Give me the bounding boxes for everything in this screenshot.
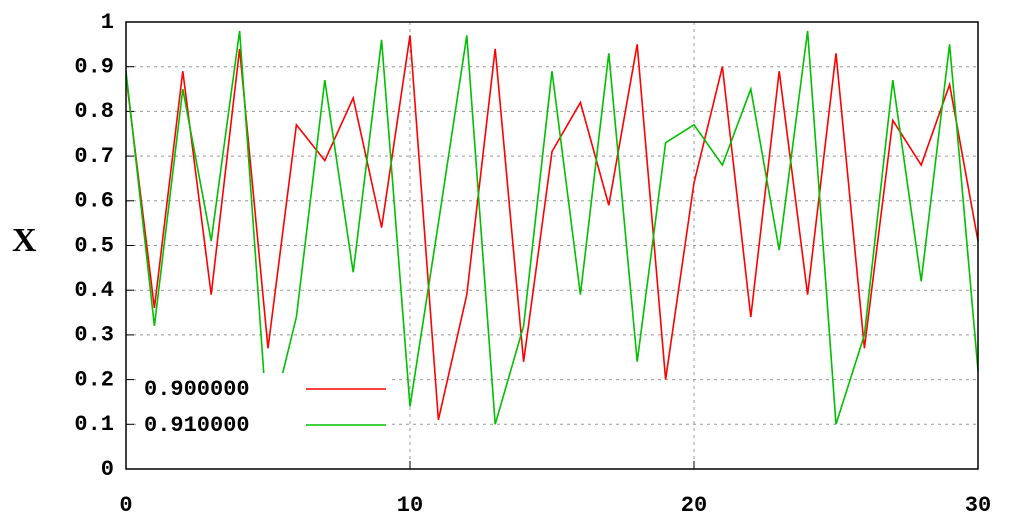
- y-tick-label: 0.3: [74, 323, 114, 348]
- plot-border: [125, 21, 979, 470]
- y-tick-label: 0.7: [74, 144, 114, 169]
- x-tick-label: 20: [681, 493, 707, 518]
- line-series: [125, 35, 979, 421]
- y-tick-label: 1: [101, 10, 114, 35]
- legend-label: 0.900000: [144, 377, 250, 402]
- legend-label: 0.910000: [144, 413, 250, 438]
- x-tick-label: 10: [397, 493, 423, 518]
- y-tick-label: 0.8: [74, 99, 114, 124]
- y-tick-label: 0.6: [74, 189, 114, 214]
- legend-box: [140, 373, 388, 445]
- y-tick-label: 0.4: [74, 278, 114, 303]
- y-tick-label: 0.2: [74, 367, 114, 392]
- y-tick-label: 0.1: [74, 412, 114, 437]
- x-tick-label: 30: [965, 493, 991, 518]
- y-tick-label: 0.9: [74, 55, 114, 80]
- x-tick-label: 0: [119, 493, 132, 518]
- y-axis-label: X: [12, 222, 37, 259]
- y-tick-label: 0.5: [74, 233, 114, 258]
- y-tick-label: 0: [101, 457, 114, 482]
